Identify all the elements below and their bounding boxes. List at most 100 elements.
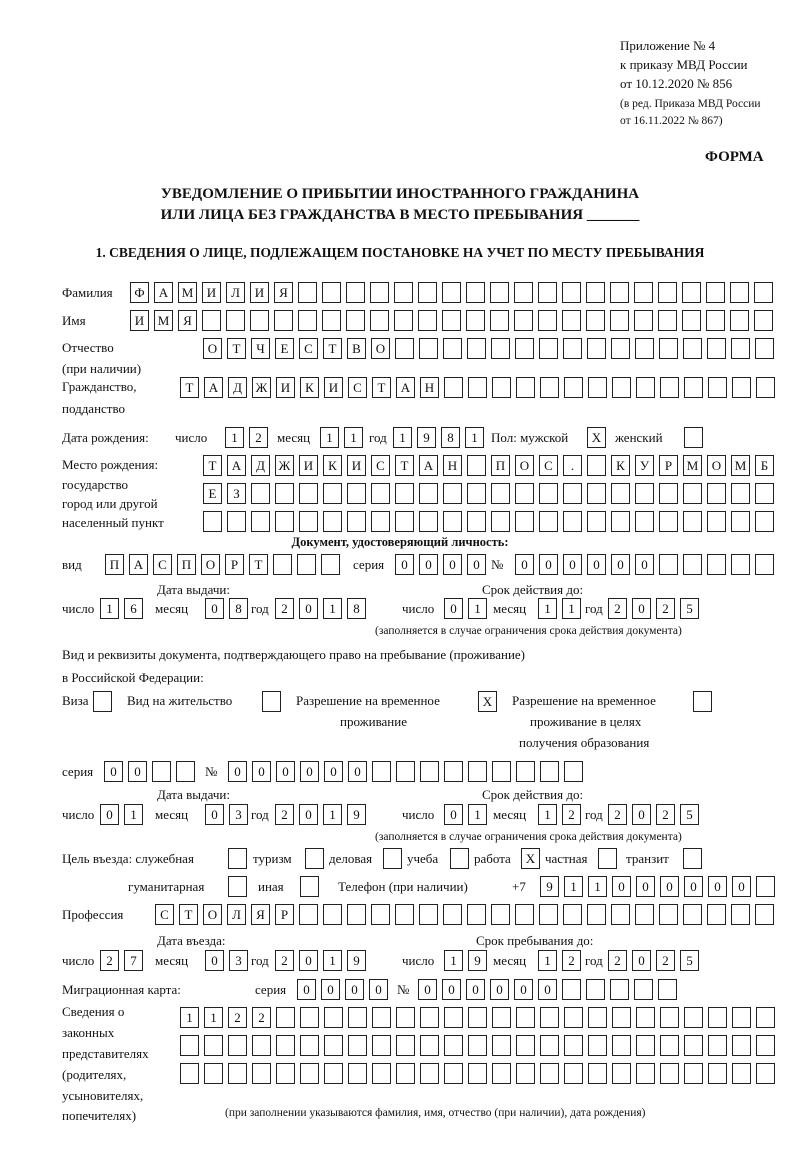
char-box[interactable]: К [300,377,319,398]
char-box[interactable]: Я [178,310,197,331]
char-box[interactable] [468,1063,487,1084]
char-box[interactable] [635,338,654,359]
char-box[interactable]: 1 [393,427,412,448]
char-box[interactable] [443,338,462,359]
char-box[interactable]: 0 [443,554,462,575]
char-box[interactable]: Т [203,455,222,476]
char-box[interactable]: О [201,554,220,575]
char-box[interactable]: 0 [299,598,318,619]
char-box[interactable]: Н [443,455,462,476]
char-box[interactable] [274,310,293,331]
char-box[interactable] [346,282,365,303]
char-box[interactable]: 1 [180,1007,199,1028]
char-box[interactable]: П [105,554,124,575]
char-box[interactable]: 0 [632,950,651,971]
char-box[interactable] [491,904,510,925]
char-box[interactable] [515,904,534,925]
char-box[interactable]: К [323,455,342,476]
char-box[interactable] [492,377,511,398]
char-box[interactable] [321,554,340,575]
char-box[interactable] [612,377,631,398]
char-box[interactable] [444,761,463,782]
char-box[interactable]: 2 [608,804,627,825]
char-box[interactable]: 2 [228,1007,247,1028]
char-box[interactable] [251,511,270,532]
char-box[interactable] [707,338,726,359]
char-box[interactable] [370,282,389,303]
char-box[interactable]: И [324,377,343,398]
char-box[interactable] [276,1035,295,1056]
char-box[interactable]: С [371,455,390,476]
char-box[interactable] [395,511,414,532]
char-box[interactable]: 0 [539,554,558,575]
char-box[interactable]: Ж [275,455,294,476]
char-box[interactable] [443,511,462,532]
char-box[interactable] [660,1035,679,1056]
char-box[interactable]: И [250,282,269,303]
char-box[interactable]: 9 [347,950,366,971]
char-box[interactable] [564,761,583,782]
char-box[interactable]: Ж [252,377,271,398]
char-box[interactable] [539,338,558,359]
char-box[interactable] [682,310,701,331]
char-box[interactable]: 0 [708,876,727,897]
char-box[interactable]: Т [180,377,199,398]
char-box[interactable] [514,310,533,331]
char-box[interactable]: Д [251,455,270,476]
char-box[interactable] [587,511,606,532]
char-box[interactable] [659,483,678,504]
char-box[interactable]: 0 [467,554,486,575]
char-box[interactable] [466,310,485,331]
char-box[interactable]: 0 [276,761,295,782]
char-box[interactable]: К [611,455,630,476]
char-box[interactable] [707,554,726,575]
char-box[interactable] [563,338,582,359]
char-box[interactable] [564,1007,583,1028]
char-box[interactable] [418,310,437,331]
char-box[interactable] [347,511,366,532]
char-box[interactable] [634,282,653,303]
char-box[interactable] [562,310,581,331]
char-box[interactable]: А [396,377,415,398]
char-box[interactable] [564,1035,583,1056]
char-box[interactable] [419,338,438,359]
char-box[interactable] [659,554,678,575]
char-box[interactable]: 2 [275,598,294,619]
char-box[interactable] [491,338,510,359]
char-box[interactable] [443,904,462,925]
char-box[interactable] [442,310,461,331]
char-box[interactable]: 0 [228,761,247,782]
char-box[interactable] [611,338,630,359]
char-box[interactable] [252,1035,271,1056]
char-box[interactable] [396,1035,415,1056]
char-box[interactable]: 1 [468,598,487,619]
char-box[interactable] [228,848,247,869]
char-box[interactable] [730,310,749,331]
char-box[interactable] [562,979,581,1000]
char-box[interactable]: 0 [632,804,651,825]
char-box[interactable] [587,455,606,476]
char-box[interactable] [514,282,533,303]
char-box[interactable] [612,1007,631,1028]
char-box[interactable] [588,1063,607,1084]
char-box[interactable] [587,483,606,504]
char-box[interactable]: 1 [468,804,487,825]
char-box[interactable] [444,1035,463,1056]
char-box[interactable]: Т [372,377,391,398]
char-box[interactable] [420,1007,439,1028]
char-box[interactable] [693,691,712,712]
char-box[interactable]: 0 [369,979,388,1000]
char-box[interactable]: 0 [442,979,461,1000]
char-box[interactable] [563,904,582,925]
char-box[interactable] [660,377,679,398]
char-box[interactable] [731,338,750,359]
char-box[interactable] [515,511,534,532]
char-box[interactable] [683,483,702,504]
char-box[interactable] [611,511,630,532]
char-box[interactable] [636,377,655,398]
char-box[interactable]: 1 [538,598,557,619]
char-box[interactable] [658,282,677,303]
char-box[interactable] [298,310,317,331]
char-box[interactable] [203,511,222,532]
char-box[interactable]: 0 [299,950,318,971]
